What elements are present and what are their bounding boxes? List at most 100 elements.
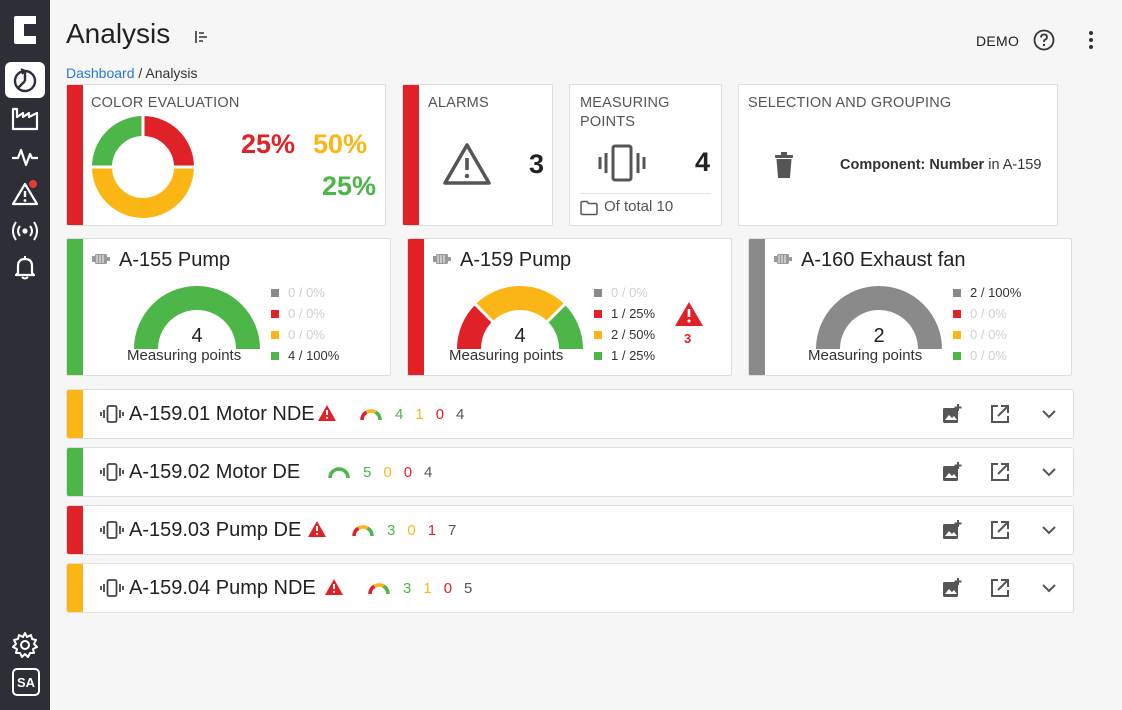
donut-segment: [142, 116, 194, 168]
open-external-icon[interactable]: [989, 519, 1011, 541]
card-heading: ALARMS: [428, 95, 489, 111]
gauge-segment: [457, 304, 493, 350]
measuring-point-name[interactable]: A-159.03 Pump DE: [129, 519, 302, 541]
legend-swatch: [594, 351, 602, 360]
breadcrumb-dashboard-link[interactable]: Dashboard: [66, 65, 135, 81]
alarm-warning-icon[interactable]: [324, 578, 344, 596]
machine-gauge: [816, 286, 942, 350]
count-yellow: 0: [383, 464, 392, 481]
legend-yellow: 0 / 0%: [953, 324, 1021, 345]
chevron-down-icon[interactable]: [1040, 519, 1058, 541]
sidebar-item-alarms[interactable]: [5, 176, 45, 212]
help-icon[interactable]: [1033, 29, 1055, 51]
machine-title: A-159 Pump: [460, 249, 572, 271]
measuring-point-name[interactable]: A-159.04 Pump NDE: [129, 577, 316, 599]
color-evaluation-donut: [91, 115, 195, 218]
filter-scope: in A-159: [984, 157, 1042, 173]
mini-gauge-segment: [357, 524, 369, 530]
open-external-icon[interactable]: [989, 577, 1011, 599]
legend-red: 0 / 0%: [953, 303, 1021, 324]
open-external-icon[interactable]: [989, 403, 1011, 425]
sidebar-item-settings[interactable]: [5, 627, 45, 663]
chevron-down-icon[interactable]: [1040, 577, 1058, 599]
factory-icon: [11, 107, 39, 131]
legend-value: 1 / 25%: [611, 306, 656, 321]
legend-swatch: [271, 351, 279, 360]
legend-gray: 0 / 0%: [594, 282, 655, 303]
count-total: 4: [424, 464, 433, 481]
mini-gauge-segment: [366, 526, 374, 536]
tenant-selector[interactable]: DEMO: [976, 33, 1020, 49]
warning-icon: [11, 182, 39, 206]
trash-icon[interactable]: [773, 151, 795, 179]
count-yellow: 1: [423, 580, 432, 597]
signal-icon: [12, 221, 38, 241]
alarm-warning-icon[interactable]: [674, 301, 704, 327]
sort-icon[interactable]: [194, 30, 210, 44]
mini-gauge-segment: [382, 584, 390, 594]
legend-value: 2 / 50%: [611, 327, 656, 342]
machine-gauge: [134, 286, 260, 350]
sidebar-item-plants[interactable]: [5, 101, 45, 137]
measuring-point-row[interactable]: A-159.03 Pump DE 3 0 1 7: [66, 505, 1074, 555]
legend-value: 0 / 0%: [288, 306, 325, 321]
filter-key: Component: Number: [840, 157, 985, 173]
c-logo-icon[interactable]: [5, 12, 45, 48]
sidebar-item-analysis[interactable]: [5, 62, 45, 98]
sidebar-item-sensors[interactable]: [5, 213, 45, 249]
row-stripe: [67, 448, 83, 496]
machine-card-a159[interactable]: A-159 Pump 4 Measuring points 0 / 0% 1 /…: [407, 238, 732, 376]
sidebar-item-notifications[interactable]: [5, 250, 45, 286]
gauge-segment: [816, 286, 942, 350]
open-external-icon[interactable]: [989, 461, 1011, 483]
count-red: 0: [435, 406, 445, 423]
measuring-point-row[interactable]: A-159.02 Motor DE 5 0 0 4: [66, 447, 1074, 497]
gauge-separator: [545, 302, 567, 324]
selection-grouping-card[interactable]: SELECTION AND GROUPING Component: Number…: [738, 84, 1058, 226]
more-vertical-icon[interactable]: [1083, 29, 1099, 51]
count-yellow: 0: [407, 522, 416, 539]
legend-swatch: [594, 288, 602, 297]
measuring-point-name[interactable]: A-159.02 Motor DE: [129, 461, 301, 483]
analysis-icon: [13, 68, 37, 93]
count-total: 7: [448, 522, 457, 539]
measuring-point-row[interactable]: A-159.01 Motor NDE 4 1 0 4: [66, 389, 1074, 439]
legend-yellow: 2 / 50%: [594, 324, 655, 345]
alarm-warning-icon[interactable]: [307, 520, 327, 538]
measuring-points-card[interactable]: MEASURING POINTS 4 Of total 10: [569, 84, 722, 226]
sidebar-item-trends[interactable]: [5, 139, 45, 175]
machine-card-a160[interactable]: A-160 Exhaust fan 2 Measuring points 2 /…: [748, 238, 1072, 376]
color-evaluation-card[interactable]: COLOR EVALUATION 25% 50% 25%: [66, 84, 386, 226]
measuring-points-count: 4: [695, 147, 711, 177]
add-image-icon[interactable]: [941, 577, 963, 599]
add-image-icon[interactable]: [941, 403, 963, 425]
gauge-caption: Measuring points: [449, 347, 564, 364]
page-title: Analysis: [66, 18, 171, 49]
legend-value: 0 / 0%: [970, 306, 1007, 321]
count-green: 3: [387, 522, 396, 539]
measuring-point-name[interactable]: A-159.01 Motor NDE: [129, 403, 315, 425]
alarm-warning-icon[interactable]: [317, 404, 337, 422]
machine-card-a155[interactable]: A-155 Pump 4 Measuring points 0 / 0% 0 /…: [66, 238, 391, 376]
gauge-caption: Measuring points: [808, 347, 923, 364]
red-percentage: 25%: [241, 129, 296, 159]
vibration-sensor-icon: [100, 405, 124, 423]
add-image-icon[interactable]: [941, 519, 963, 541]
count-total: 4: [456, 406, 465, 423]
user-avatar[interactable]: SA: [12, 668, 40, 696]
count-red: 0: [443, 580, 453, 597]
measuring-points-count: 4: [191, 325, 203, 347]
motor-icon: [433, 254, 451, 264]
legend-swatch: [953, 309, 961, 318]
mini-gauge-segment: [352, 526, 360, 536]
legend-red: 1 / 25%: [594, 303, 655, 324]
add-image-icon[interactable]: [941, 461, 963, 483]
alarms-card[interactable]: ALARMS 3: [402, 84, 553, 226]
mini-gauge-segment: [373, 582, 385, 588]
chevron-down-icon[interactable]: [1040, 461, 1058, 483]
measuring-point-row[interactable]: A-159.04 Pump NDE 3 1 0 5: [66, 563, 1074, 613]
chevron-down-icon[interactable]: [1040, 403, 1058, 425]
measuring-points-count: 4: [514, 325, 526, 347]
count-green: 4: [395, 406, 404, 423]
count-green: 3: [403, 580, 412, 597]
